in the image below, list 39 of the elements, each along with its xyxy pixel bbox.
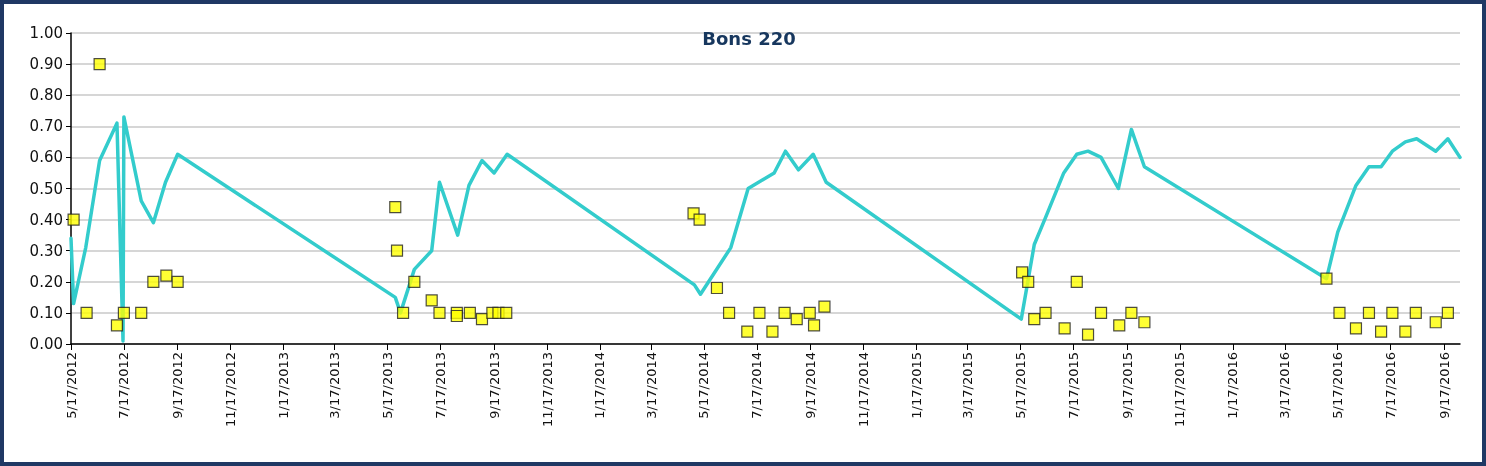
x-tick-label: 9/17/2012	[170, 352, 186, 419]
y-tick-label: 0.90	[29, 55, 63, 74]
x-tick-label: 5/17/2015	[1012, 352, 1028, 419]
y-tick-label: 0.00	[29, 335, 63, 353]
y-tick-label: 0.80	[29, 86, 63, 105]
x-tick-label: 7/17/2014	[749, 352, 765, 419]
x-tick-label: 3/17/2016	[1277, 352, 1293, 419]
x-tick-label: 11/17/2012	[223, 352, 239, 427]
y-tick-label: 0.10	[29, 303, 63, 322]
x-tick-label: 1/17/2016	[1225, 352, 1241, 419]
x-tick-label: 5/17/2013	[379, 352, 395, 419]
x-tick-label: 5/17/2016	[1330, 352, 1346, 419]
x-tick-label: 3/17/2014	[643, 352, 659, 419]
y-tick-label: 1.00	[29, 24, 63, 42]
x-tick-label: 9/17/2014	[803, 352, 819, 419]
y-tick-label: 0.70	[29, 117, 63, 136]
x-tick-label: 5/17/2012	[63, 352, 79, 419]
x-tick-label: 9/17/2013	[486, 352, 502, 419]
chart-title: Bons 220	[702, 27, 796, 49]
x-tick-label: 7/17/2012	[116, 352, 132, 419]
x-tick-label: 11/17/2013	[539, 352, 555, 427]
x-tick-label: 3/17/2013	[327, 352, 343, 419]
x-tick-label: 1/17/2014	[592, 352, 608, 419]
y-tick-label: 0.60	[29, 148, 63, 167]
y-tick-label: 0.50	[29, 179, 63, 198]
x-tick-label: 11/17/2015	[1172, 352, 1188, 427]
x-tick-label: 9/17/2015	[1119, 352, 1135, 419]
x-tick-label: 3/17/2015	[960, 352, 976, 419]
y-tick-label: 0.30	[29, 241, 63, 260]
x-tick-label: 11/17/2014	[855, 352, 871, 427]
x-tick-label: 1/17/2015	[908, 352, 924, 419]
y-tick-label: 0.40	[29, 210, 63, 229]
x-tick-label: 7/17/2016	[1383, 352, 1399, 419]
x-tick-label: 5/17/2014	[696, 352, 712, 419]
y-tick-label: 0.20	[29, 272, 63, 291]
x-tick-label: 7/17/2015	[1065, 352, 1081, 419]
x-tick-label: 7/17/2013	[432, 352, 448, 419]
x-tick-label: 9/17/2016	[1436, 352, 1452, 419]
x-tick-label: 1/17/2013	[275, 352, 291, 419]
